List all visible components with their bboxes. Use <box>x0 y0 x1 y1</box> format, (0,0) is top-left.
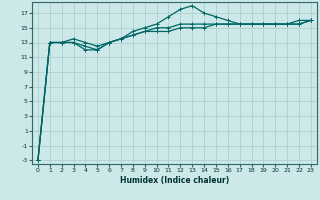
X-axis label: Humidex (Indice chaleur): Humidex (Indice chaleur) <box>120 176 229 185</box>
